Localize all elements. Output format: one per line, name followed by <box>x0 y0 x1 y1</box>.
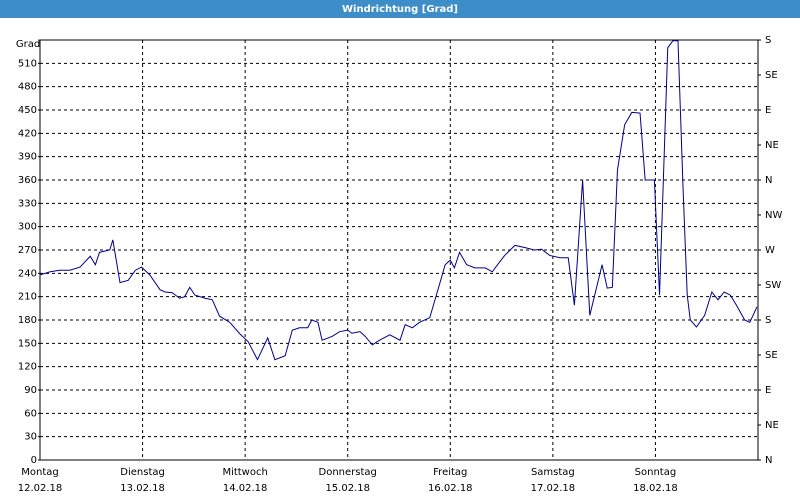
y2-tick-label: SE <box>765 350 778 361</box>
y-axis-label: Grad <box>16 39 40 50</box>
y-tick-label: 510 <box>18 58 37 69</box>
x-tick-label: Dienstag <box>120 467 165 478</box>
x-tick-date: 12.02.18 <box>18 483 63 494</box>
y-tick-label: 180 <box>18 315 37 326</box>
y-tick-label: 450 <box>18 105 37 116</box>
plot-frame <box>39 39 759 461</box>
x-tick-date: 15.02.18 <box>325 483 370 494</box>
x-tick-date: 13.02.18 <box>120 483 165 494</box>
x-tick-label: Freitag <box>433 467 467 478</box>
y2-tick-label: S <box>765 315 771 326</box>
y2-tick-label: E <box>765 105 771 116</box>
y2-tick-label: N <box>765 455 772 466</box>
y2-tick-label: SE <box>765 70 778 81</box>
x-tick-label: Sonntag <box>635 467 677 478</box>
y-tick-label: 420 <box>18 128 37 139</box>
title-bar <box>0 0 800 18</box>
y-tick-label: 330 <box>18 198 37 209</box>
y-tick-label: 480 <box>18 82 37 93</box>
y-tick-label: 300 <box>18 222 37 233</box>
x-tick-date: 16.02.18 <box>428 483 473 494</box>
y-tick-label: 210 <box>18 292 37 303</box>
x-tick-label: Montag <box>21 467 58 478</box>
chart-title: Windrichtung [Grad] <box>342 4 458 15</box>
y-tick-label: 390 <box>18 152 37 163</box>
y2-tick-label: SW <box>765 280 781 291</box>
y-tick-label: 30 <box>24 432 37 443</box>
y-tick-label: 60 <box>24 408 37 419</box>
y2-tick-label: S <box>765 35 771 46</box>
y2-tick-label: W <box>765 245 775 256</box>
y2-tick-label: E <box>765 385 771 396</box>
y2-tick-label: NE <box>765 420 779 431</box>
y-tick-label: 120 <box>18 362 37 373</box>
data-line <box>39 40 758 361</box>
x-tick-date: 17.02.18 <box>531 483 576 494</box>
x-tick-label: Donnerstag <box>319 467 377 478</box>
x-tick-date: 14.02.18 <box>223 483 268 494</box>
y-tick-label: 240 <box>18 268 37 279</box>
y-tick-label: 360 <box>18 175 37 186</box>
y2-tick-label: NW <box>765 210 782 221</box>
y2-tick-label: NE <box>765 140 779 151</box>
x-tick-label: Samstag <box>531 467 575 478</box>
y-tick-label: 90 <box>24 385 37 396</box>
y-tick-label: 150 <box>18 338 37 349</box>
y-tick-label: 0 <box>31 455 37 466</box>
x-tick-label: Mittwoch <box>222 467 267 478</box>
y2-tick-label: N <box>765 175 772 186</box>
x-tick-date: 18.02.18 <box>633 483 678 494</box>
y-tick-label: 270 <box>18 245 37 256</box>
